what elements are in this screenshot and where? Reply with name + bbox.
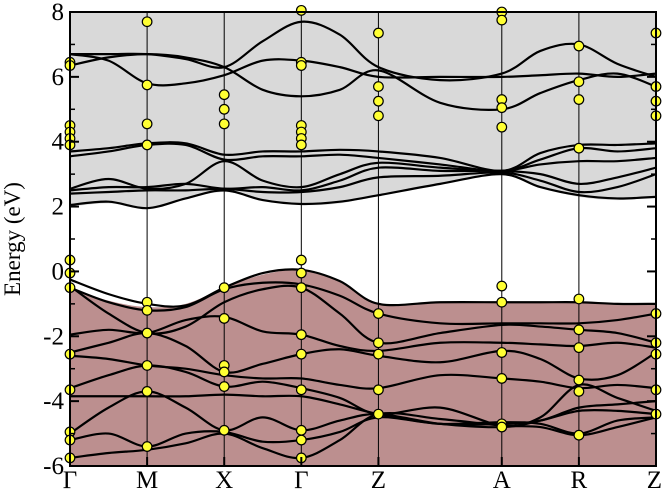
x-tick-label: Z [371,467,386,490]
band-marker [373,95,384,107]
band-marker [496,373,508,384]
band-marker [496,121,508,133]
axis-ticks: -6 -4 -2 0 2 4 6 8 Γ M X Γ Z A R Z [43,0,662,490]
band-marker [218,424,230,436]
band-line [70,315,656,353]
band-marker [573,342,585,354]
band-line [70,53,656,87]
band-line [70,166,656,192]
band-marker [295,434,307,446]
band-line [70,331,656,381]
band-line [70,142,656,173]
band-marker [373,27,384,39]
band-marker [295,424,307,436]
x-tick-label: Γ [63,467,77,490]
band-marker [295,329,307,341]
y-tick-label: 8 [52,0,65,26]
band-marker [295,384,307,396]
band-marker [141,16,153,28]
band-marker [573,429,585,441]
band-marker [573,374,585,386]
band-line [70,393,656,426]
band-marker [218,118,230,130]
band-markers [64,4,662,464]
band-line [70,156,656,191]
band-line [70,173,656,210]
band-marker [218,282,230,294]
y-tick-label: 2 [52,194,65,221]
y-tick-label: 6 [52,64,65,91]
band-line [70,412,656,460]
y-tick-label: 4 [52,129,65,156]
band-marker [295,282,307,294]
band-marker [141,386,153,397]
band-marker [373,348,384,360]
band-marker [496,280,508,292]
band-marker [141,327,153,339]
band-marker [218,366,230,378]
band-marker [218,313,230,324]
conduction-region [70,12,656,209]
band-marker [573,142,585,154]
band-marker [373,408,384,420]
band-line [70,284,656,345]
band-marker [496,102,508,114]
y-tick-label: -2 [43,323,64,350]
band-marker [373,110,384,122]
y-tick-label: 0 [52,258,65,285]
plot-area [70,5,656,466]
band-line [70,364,656,427]
band-line [70,141,656,173]
valence-region [70,269,656,466]
band-line [70,416,656,448]
band-marker [573,76,585,88]
band-marker [573,94,585,105]
band-marker [295,254,307,266]
band-marker [496,296,508,308]
band-marker [141,79,153,91]
band-line [70,281,656,326]
band-marker [373,81,384,92]
band-marker [295,139,307,151]
band-line [70,390,656,435]
x-tick-label: R [571,467,588,490]
band-marker [295,348,307,360]
band-marker [141,360,153,371]
band-marker [295,267,307,279]
band-marker [218,89,230,101]
band-marker [573,386,585,397]
band-lines [70,5,656,460]
band-regions [70,12,656,466]
band-marker [496,421,508,433]
x-tick-label: Z [647,467,662,490]
band-marker [218,381,230,392]
band-line [70,5,656,10]
band-marker [496,347,508,358]
x-tick-label: X [215,467,233,490]
band-line [70,171,656,195]
x-tick-label: M [136,467,158,490]
y-axis-label: Energy (eV) [0,182,25,296]
band-marker [373,384,384,396]
y-tick-label: -4 [43,388,64,415]
x-tick-label: A [493,467,511,490]
x-tick-label: Γ [294,467,308,490]
band-marker [141,441,153,452]
band-marker [295,60,307,71]
band-marker [218,103,230,115]
band-marker [573,293,585,305]
band-marker [141,118,153,130]
band-line [70,268,656,308]
y-tick-label: -6 [43,453,64,480]
band-marker [373,337,384,349]
band-marker [496,14,508,26]
band-marker [141,304,153,316]
band-marker [373,308,384,319]
band-marker [295,4,307,16]
band-marker [573,40,585,52]
band-marker [141,139,153,151]
band-marker [573,324,585,336]
band-line [70,20,656,82]
